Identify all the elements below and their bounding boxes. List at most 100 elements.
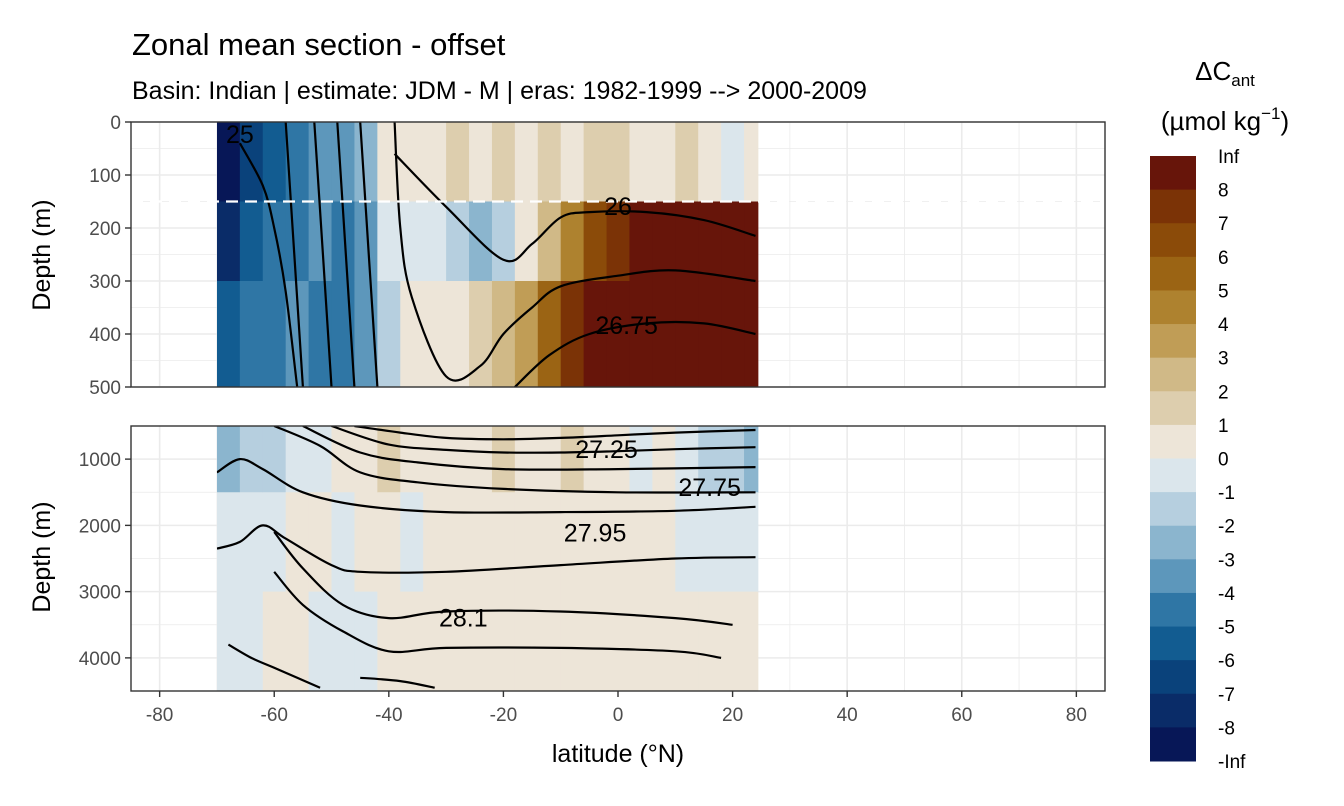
data-cell xyxy=(285,122,310,203)
y-axis-title-lower: Depth (m) xyxy=(28,501,56,612)
legend-label: -2 xyxy=(1218,517,1235,538)
data-cell xyxy=(606,591,631,691)
data-cell xyxy=(216,281,241,387)
legend-label: -4 xyxy=(1218,584,1235,605)
data-cell xyxy=(721,492,745,593)
data-cell xyxy=(285,492,310,593)
isopycnal-contour xyxy=(336,122,356,387)
data-cell xyxy=(491,492,516,593)
data-cell xyxy=(400,281,424,387)
data-cell xyxy=(514,122,539,203)
y-tick-label: 200 xyxy=(89,219,121,240)
data-cell xyxy=(400,492,424,593)
data-cell xyxy=(400,201,424,282)
data-cell xyxy=(491,122,516,203)
data-cell xyxy=(377,281,401,387)
legend-swatch xyxy=(1150,391,1196,426)
upper-cells xyxy=(216,122,759,387)
legend-swatch xyxy=(1150,223,1196,258)
legend-swatch xyxy=(1150,693,1196,728)
data-cell xyxy=(698,122,722,203)
data-cell xyxy=(744,591,759,691)
legend-swatch xyxy=(1150,592,1196,628)
data-cell xyxy=(308,122,333,203)
legend-swatch xyxy=(1150,424,1196,459)
y-tick-label: 0 xyxy=(110,113,121,134)
isopycnal-contour xyxy=(514,320,756,387)
upper-panel-border xyxy=(130,121,1106,388)
data-cell xyxy=(354,122,378,203)
data-cell xyxy=(744,201,759,282)
data-cell xyxy=(583,426,608,493)
x-tick-label: 20 xyxy=(722,705,743,726)
legend-swatch xyxy=(1150,324,1196,359)
legend-swatch xyxy=(1150,458,1196,493)
contour-label: 27.95 xyxy=(564,519,627,547)
data-cell xyxy=(239,492,264,593)
isopycnal-contour xyxy=(273,531,733,626)
y-tick-label: 4000 xyxy=(79,649,121,670)
legend-swatch xyxy=(1150,525,1196,560)
data-cell xyxy=(400,591,424,691)
data-cell xyxy=(331,591,356,691)
isopycnal-contour xyxy=(284,122,304,387)
data-cell xyxy=(262,122,287,203)
data-cell xyxy=(606,492,631,593)
legend-label: 1 xyxy=(1218,416,1229,437)
data-cell xyxy=(400,426,424,493)
x-tick-label: 80 xyxy=(1066,705,1087,726)
contour-label: 27.75 xyxy=(678,474,741,502)
data-cell xyxy=(491,201,516,282)
data-cell xyxy=(652,122,676,203)
data-cell xyxy=(514,591,539,691)
data-cell xyxy=(423,492,447,593)
data-cell xyxy=(423,426,447,493)
data-cell xyxy=(514,281,539,387)
data-cell xyxy=(446,426,470,493)
legend-swatch xyxy=(1150,727,1196,762)
isopycnal-contour xyxy=(354,426,756,441)
y-tick-label: 1000 xyxy=(79,450,121,471)
data-cell xyxy=(675,122,699,203)
data-cell xyxy=(698,492,722,593)
x-tick-label: 0 xyxy=(613,705,624,726)
isopycnal-contour xyxy=(393,122,756,382)
data-cell xyxy=(446,591,470,691)
data-cell xyxy=(606,122,631,203)
y-tick-label: 3000 xyxy=(79,583,121,604)
data-cell xyxy=(537,426,562,493)
data-cell xyxy=(216,492,241,593)
data-cell xyxy=(721,122,745,203)
data-cell xyxy=(285,281,310,387)
isopycnal-contour xyxy=(331,426,756,454)
legend-swatch xyxy=(1150,256,1196,291)
legend-label: 8 xyxy=(1218,181,1229,202)
data-cell xyxy=(606,281,631,387)
data-cell xyxy=(698,426,722,493)
data-cell xyxy=(262,492,287,593)
data-cell xyxy=(216,122,241,203)
data-cell xyxy=(583,492,608,593)
legend-label: -7 xyxy=(1218,685,1235,706)
data-cell xyxy=(446,201,470,282)
y-tick-label: 400 xyxy=(89,325,121,346)
data-cell xyxy=(446,492,470,593)
data-cell xyxy=(537,591,562,691)
legend-swatch xyxy=(1150,492,1196,527)
legend-label: 4 xyxy=(1218,315,1229,336)
data-cell xyxy=(629,492,653,593)
chart-title: Zonal mean section - offset xyxy=(132,27,506,62)
data-cell xyxy=(721,591,745,691)
data-cell xyxy=(446,281,470,387)
lower-cells xyxy=(216,426,759,691)
chart-subtitle: Basin: Indian | estimate: JDM - M | eras… xyxy=(132,77,867,105)
data-cell xyxy=(721,201,745,282)
x-tick-label: 40 xyxy=(837,705,858,726)
data-cell xyxy=(629,281,653,387)
legend-swatch xyxy=(1150,626,1196,661)
data-cell xyxy=(423,122,447,203)
data-cell xyxy=(606,426,631,493)
data-cell xyxy=(744,426,759,493)
isopycnal-contour xyxy=(216,457,756,514)
